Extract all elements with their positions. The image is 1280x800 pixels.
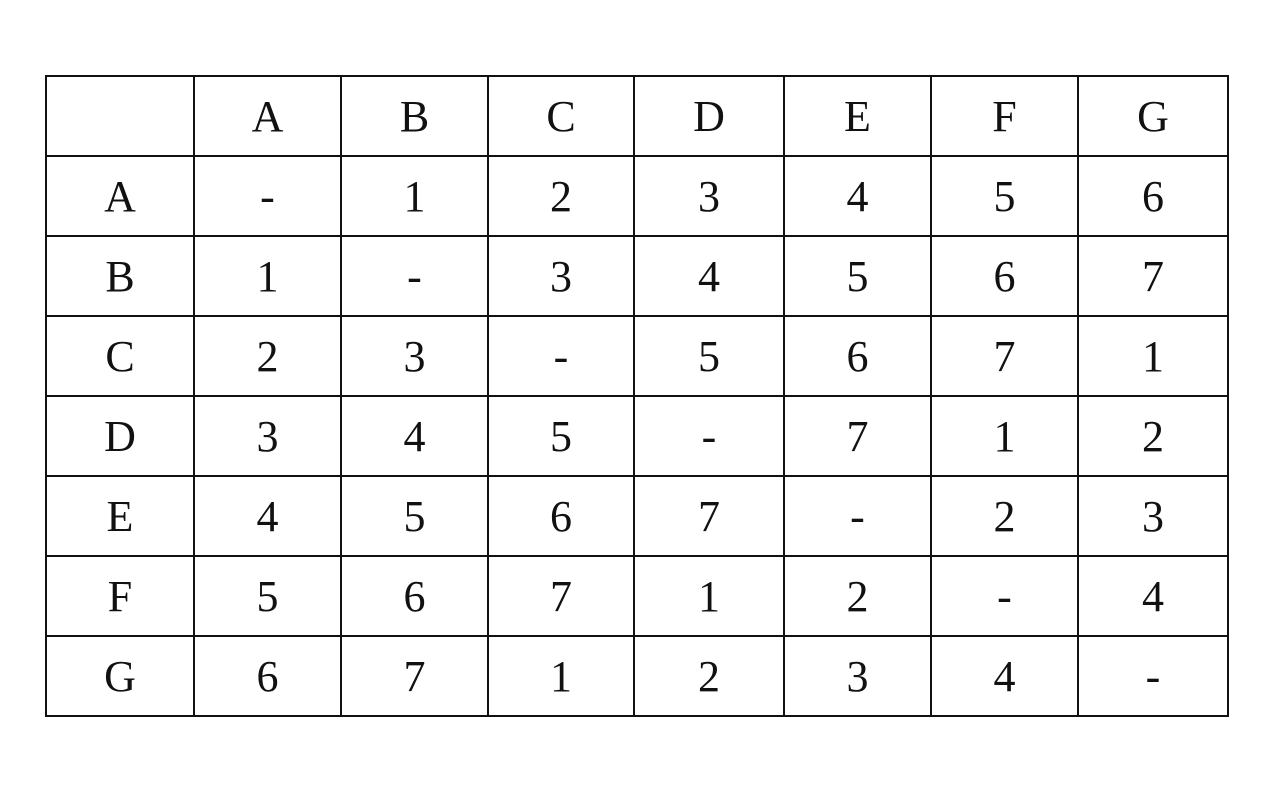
column-header: E	[783, 75, 932, 157]
table-cell: -	[783, 475, 932, 557]
table-cell: 7	[783, 395, 932, 477]
table-cell: -	[930, 555, 1079, 637]
table-cell: 2	[487, 155, 635, 237]
column-header: C	[487, 75, 635, 157]
table-cell: 3	[633, 155, 785, 237]
table-cell: 5	[633, 315, 785, 397]
column-header: B	[340, 75, 489, 157]
table-cell: 4	[930, 635, 1079, 717]
table-cell: 6	[487, 475, 635, 557]
table-cell: 6	[340, 555, 489, 637]
table-cell: 7	[633, 475, 785, 557]
table-cell: -	[633, 395, 785, 477]
table-cell: 5	[930, 155, 1079, 237]
table-cell: 7	[930, 315, 1079, 397]
table-cell: 2	[633, 635, 785, 717]
table-cell: 6	[930, 235, 1079, 317]
table-cell: 2	[1077, 395, 1229, 477]
table-cell: 5	[193, 555, 342, 637]
column-header: A	[193, 75, 342, 157]
table-cell: 1	[340, 155, 489, 237]
table-cell: 6	[783, 315, 932, 397]
table-cell: 4	[783, 155, 932, 237]
table-cell: 3	[340, 315, 489, 397]
table-cell: -	[340, 235, 489, 317]
table-cell: 3	[783, 635, 932, 717]
table-cell: 2	[193, 315, 342, 397]
column-header: D	[633, 75, 785, 157]
row-header: D	[45, 395, 195, 477]
table-cell: 1	[193, 235, 342, 317]
table-cell: 5	[487, 395, 635, 477]
table-cell: 6	[193, 635, 342, 717]
row-header: C	[45, 315, 195, 397]
table-cell: 5	[340, 475, 489, 557]
table-cell: 3	[1077, 475, 1229, 557]
table-cell: 5	[783, 235, 932, 317]
table-cell: 3	[193, 395, 342, 477]
table-cell: 1	[930, 395, 1079, 477]
table-cell: 1	[633, 555, 785, 637]
row-header: A	[45, 155, 195, 237]
table-cell: 4	[1077, 555, 1229, 637]
table-cell: 6	[1077, 155, 1229, 237]
table-cell: 2	[930, 475, 1079, 557]
table-cell: -	[1077, 635, 1229, 717]
table-cell: 1	[487, 635, 635, 717]
table-cell: -	[193, 155, 342, 237]
row-header: E	[45, 475, 195, 557]
column-header	[45, 75, 195, 157]
table-cell: 7	[487, 555, 635, 637]
table-cell: 7	[340, 635, 489, 717]
table-cell: 1	[1077, 315, 1229, 397]
table-cell: 7	[1077, 235, 1229, 317]
table-cell: 4	[340, 395, 489, 477]
table-cell: 2	[783, 555, 932, 637]
row-header: F	[45, 555, 195, 637]
table-cell: 4	[633, 235, 785, 317]
row-header: G	[45, 635, 195, 717]
table-cell: 4	[193, 475, 342, 557]
table-cell: -	[487, 315, 635, 397]
table-cell: 3	[487, 235, 635, 317]
column-header: G	[1077, 75, 1229, 157]
column-header: F	[930, 75, 1079, 157]
row-header: B	[45, 235, 195, 317]
